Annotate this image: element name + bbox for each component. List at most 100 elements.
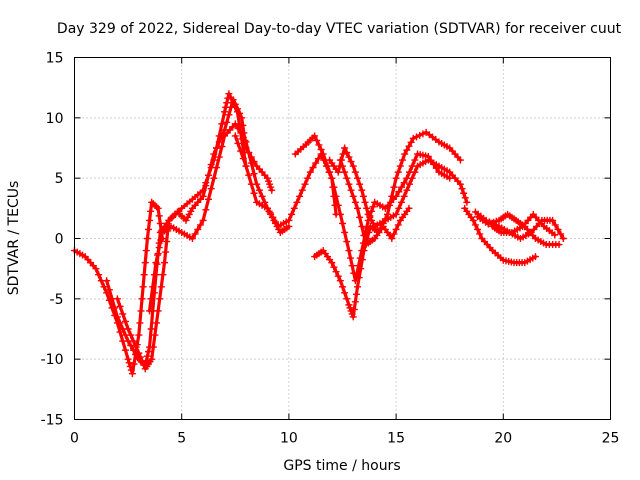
data-point [124,355,132,363]
data-point [349,162,357,170]
data-point [218,120,226,128]
data-point [225,111,233,119]
data-point [296,192,304,200]
data-point [386,201,394,209]
data-point [358,256,366,264]
data-point [210,150,218,158]
data-point [351,298,359,306]
data-point [135,331,143,339]
data-point [314,155,322,163]
satellite-track-10 [461,204,539,267]
data-point [234,124,242,132]
data-point [127,366,135,374]
data-point [403,146,411,154]
data-point [339,283,346,291]
data-point [334,201,342,209]
data-point [412,133,420,141]
data-point [390,183,398,191]
data-point [223,118,231,126]
data-point [138,295,146,303]
data-point [105,286,113,294]
data-point [397,198,405,206]
data-point [369,203,377,211]
data-point [328,174,336,182]
data-point [255,186,263,194]
x-tick-label: 20 [494,431,512,447]
data-point [100,283,108,291]
data-point [309,164,317,172]
data-point [250,170,258,178]
data-point [155,244,163,252]
data-point [183,200,191,208]
axis-ticks: 0 5 10 15 20 25 -15 -10 -5 0 5 10 15 [41,51,620,447]
data-point [341,228,349,236]
data-point [531,253,539,261]
y-tick-label: -10 [41,352,64,368]
x-axis-label: GPS time / hours [283,458,400,474]
data-point [354,174,362,182]
data-point [354,283,362,291]
data-point [247,180,255,188]
data-point [336,210,344,218]
satellite-track-5 [231,132,293,236]
data-point [293,198,301,206]
data-point [319,150,327,158]
data-point [476,230,484,238]
data-point [159,271,167,279]
data-point [356,213,364,221]
satellite-track-12 [474,210,563,249]
data-point [221,108,229,116]
data-point [147,295,155,303]
data-point [332,192,340,200]
data-point [231,120,239,128]
data-point [285,222,293,230]
data-point [138,357,146,365]
data-point [554,225,562,233]
data-point [136,319,144,327]
x-tick-label: 5 [177,431,186,447]
data-point [460,189,468,197]
data-point [194,191,202,199]
data-point [129,337,137,345]
data-point [352,290,360,298]
data-point [250,189,258,197]
data-point [301,180,309,188]
data-point [304,174,312,182]
data-point [242,162,250,170]
data-point [116,302,124,310]
y-tick-label: 15 [46,51,64,67]
satellite-track-7-line [313,130,462,319]
data-point [137,307,145,315]
data-point [202,206,210,214]
data-point [345,180,353,188]
data-point [298,186,306,194]
data-point [411,156,419,164]
x-tick-label: 0 [70,431,79,447]
data-point [194,225,202,233]
data-point [218,142,226,150]
data-point [113,295,121,303]
data-point [347,254,355,262]
data-point [223,99,231,107]
data-point [356,180,364,188]
data-point [285,216,293,224]
data-point [395,204,403,212]
data-point [196,221,204,229]
data-point [157,283,165,291]
satellite-track-7 [311,128,464,321]
data-point [341,289,349,297]
data-point [153,203,161,211]
data-point [390,230,398,238]
data-point [210,174,218,182]
data-point [156,219,164,227]
data-point [463,198,471,206]
data-point [156,295,164,303]
data-point [111,304,119,312]
data-point [95,271,103,279]
data-point [341,168,349,176]
data-point [354,204,362,212]
data-point [458,185,466,193]
data-point [555,241,563,249]
data-point [150,271,158,279]
data-point [213,144,221,152]
